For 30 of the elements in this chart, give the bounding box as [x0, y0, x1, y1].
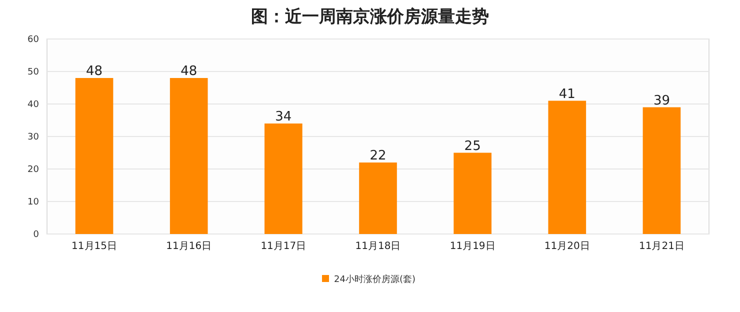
x-tick-label: 11月20日	[544, 241, 590, 252]
y-tick-label: 10	[28, 198, 40, 208]
y-tick-label: 50	[28, 68, 40, 78]
bar	[359, 162, 397, 234]
x-tick-label: 11月17日	[260, 241, 306, 252]
y-tick-label: 20	[28, 165, 40, 175]
data-label: 34	[275, 110, 292, 124]
y-tick-label: 40	[28, 100, 40, 110]
bar	[454, 152, 492, 234]
x-tick-label: 11月15日	[72, 241, 118, 252]
data-label: 25	[464, 138, 481, 154]
data-label: 48	[180, 64, 198, 79]
bar	[548, 100, 586, 234]
y-tick-label: 60	[28, 35, 40, 45]
bar	[75, 78, 114, 234]
chart-title: 图：近一周南京涨价房源量走势	[251, 7, 489, 27]
x-tick-label: 11月19日	[450, 241, 496, 252]
data-label: 39	[653, 93, 670, 108]
bar	[264, 124, 302, 234]
x-tick-label: 11月16日	[166, 241, 212, 252]
bar	[170, 78, 208, 234]
x-tick-label: 11月21日	[638, 241, 684, 252]
legend-label: 24小时涨价房源(套)	[334, 274, 416, 285]
y-tick-label: 30	[28, 132, 40, 142]
bar	[642, 107, 681, 234]
x-tick-label: 11月18日	[355, 241, 401, 252]
data-label: 22	[370, 148, 386, 164]
data-label: 48	[86, 64, 103, 79]
data-label: 41	[558, 86, 576, 102]
y-tick-label: 0	[33, 230, 40, 240]
